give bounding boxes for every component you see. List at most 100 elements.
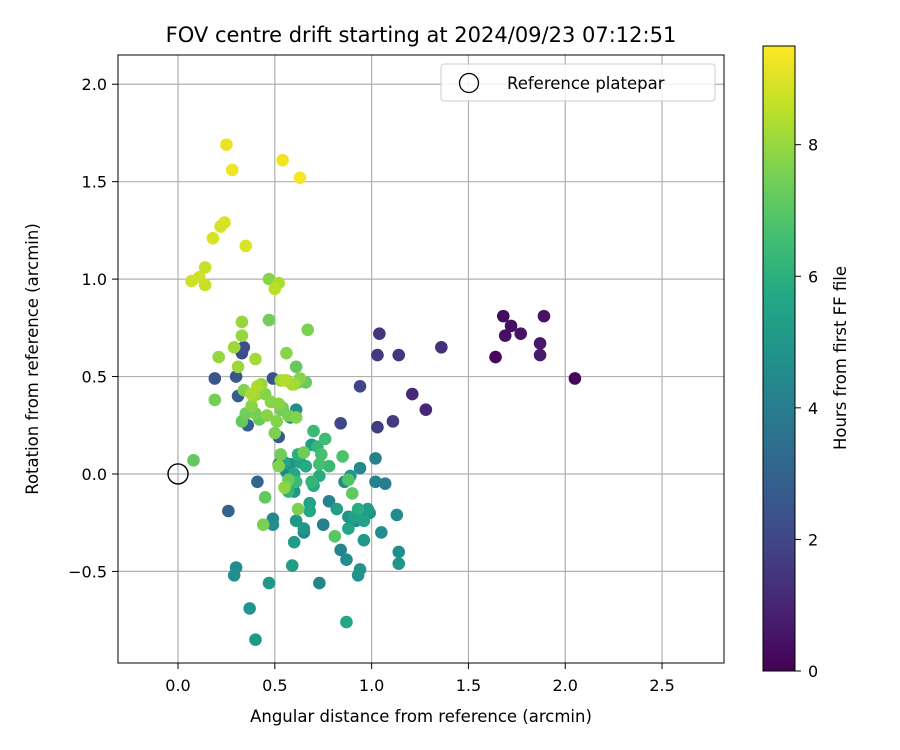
data-point (270, 415, 284, 428)
data-point (353, 461, 367, 475)
data-point (435, 341, 448, 354)
data-point (533, 348, 547, 362)
plot-frame (117, 54, 725, 664)
data-point (353, 563, 367, 576)
data-point (373, 327, 386, 340)
data-point (287, 535, 301, 549)
data-point (235, 315, 249, 329)
data-point (227, 569, 241, 582)
data-point (289, 411, 303, 424)
y-tick-label: 1.0 (82, 270, 107, 289)
data-point (231, 360, 245, 374)
data-point (496, 309, 510, 323)
data-point (299, 459, 313, 473)
data-point (208, 393, 222, 407)
data-point (489, 350, 502, 364)
data-point (328, 530, 342, 543)
data-point (266, 518, 280, 531)
grid (118, 55, 724, 663)
x-ticks: 0.0 0.5 1.0 1.5 2.0 2.5 (165, 663, 675, 695)
legend-marker-icon (458, 72, 480, 94)
colorbar-tick-label: 6 (808, 267, 818, 286)
data-point (334, 417, 347, 430)
x-tick-label: 2.0 (553, 676, 578, 695)
data-point (243, 602, 256, 615)
data-point (235, 329, 249, 342)
data-point (498, 329, 512, 342)
y-axis-label: Rotation from reference (arcmin) (23, 223, 42, 495)
data-point (336, 450, 349, 463)
data-point (345, 487, 359, 500)
data-point (222, 504, 235, 518)
data-point (361, 502, 375, 516)
data-point (314, 448, 328, 461)
data-point (392, 545, 406, 559)
colorbar-tick-label: 0 (808, 662, 818, 681)
colorbar (762, 45, 796, 672)
data-point (537, 309, 551, 323)
data-point (268, 282, 282, 296)
y-tick-label: 0.5 (82, 368, 107, 387)
data-point (251, 475, 264, 489)
data-point (375, 526, 388, 539)
data-point (318, 432, 332, 446)
data-point (249, 352, 262, 366)
data-point (392, 348, 406, 362)
x-tick-label: 0.0 (165, 676, 190, 695)
data-point (313, 576, 326, 590)
data-point (280, 346, 293, 360)
data-point (272, 459, 285, 473)
y-ticks: −0.5 0.0 0.5 1.0 1.5 2.0 (68, 75, 118, 581)
data-point (369, 452, 382, 465)
data-point (316, 518, 330, 531)
data-point (514, 327, 528, 340)
data-point (293, 171, 307, 185)
data-point (245, 399, 258, 413)
data-point (225, 163, 239, 177)
data-point (212, 350, 225, 364)
colorbar-tick-label: 2 (808, 530, 818, 549)
data-point (239, 239, 253, 253)
data-point (262, 272, 276, 286)
chart-title: FOV centre drift starting at 2024/09/23 … (166, 23, 677, 47)
data-point (322, 459, 336, 473)
data-point (378, 477, 392, 491)
colorbar-label: Hours from first FF file (831, 266, 850, 450)
data-point (369, 475, 382, 489)
data-point (262, 313, 276, 327)
y-tick-label: 2.0 (82, 75, 107, 94)
data-point (262, 576, 276, 590)
data-point (419, 403, 433, 416)
x-axis-label: Angular distance from reference (arcmin) (250, 707, 592, 726)
colorbar-tick-label: 4 (808, 399, 818, 418)
data-point (390, 508, 404, 522)
data-point (285, 559, 299, 572)
data-point (305, 475, 318, 489)
data-point (322, 494, 336, 508)
data-point (291, 502, 305, 516)
data-point (198, 261, 212, 274)
data-point (386, 415, 400, 428)
data-point (260, 409, 274, 422)
colorbar-tick-label: 8 (808, 136, 818, 155)
data-point (227, 341, 241, 354)
data-point (229, 370, 243, 383)
data-point (568, 372, 582, 385)
legend-label: Reference platepar (507, 74, 665, 93)
x-tick-label: 1.5 (456, 676, 481, 695)
legend-box (440, 63, 716, 102)
data-point (256, 518, 270, 531)
data-point (237, 341, 251, 354)
data-point (357, 533, 371, 547)
data-point (301, 323, 315, 337)
data-points (185, 138, 582, 646)
data-point (187, 454, 200, 467)
data-point (278, 481, 291, 494)
data-point (289, 360, 303, 374)
data-point (334, 543, 347, 557)
reference-platepar-marker (167, 463, 189, 485)
data-point (251, 379, 264, 393)
data-point (258, 491, 272, 504)
y-tick-label: 1.5 (82, 173, 107, 192)
